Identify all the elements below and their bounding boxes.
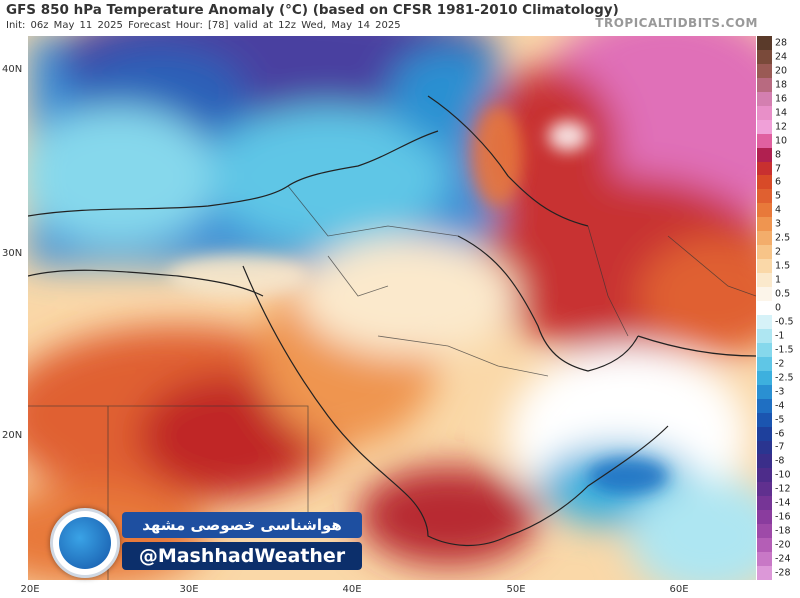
colorbar-segment [757, 342, 772, 358]
colorbar-tick-label: -20 [775, 539, 791, 551]
lon-label-50e: 50E [506, 584, 526, 595]
colorbar-tick-label: 10 [775, 135, 788, 147]
colorbar-segment [757, 370, 772, 386]
colorbar-tick-label: -1.5 [775, 344, 794, 356]
colorbar-segment [757, 482, 772, 497]
colorbar-tick-label: 18 [775, 79, 788, 91]
watermark-handle: @MashhadWeather [122, 542, 362, 570]
colorbar-segment [757, 440, 772, 455]
colorbar-segment [757, 36, 772, 51]
colorbar-segment [757, 175, 772, 190]
colorbar-tick-label: -14 [775, 497, 791, 509]
chart-subtitle: Init: 06z May 11 2025 Forecast Hour: [78… [6, 20, 401, 31]
colorbar-tick-label: -0.5 [775, 316, 794, 328]
colorbar-segment [757, 426, 772, 441]
colorbar-tick-label: 28 [775, 37, 788, 49]
colorbar [757, 36, 772, 581]
header: GFS 850 hPa Temperature Anomaly (°C) (ba… [0, 0, 800, 36]
colorbar-tick-label: 24 [775, 51, 788, 63]
colorbar-tick-label: 2.5 [775, 232, 791, 244]
colorbar-tick-label: 16 [775, 93, 788, 105]
colorbar-tick-label: 6 [775, 176, 782, 188]
colorbar-tick-label: 20 [775, 65, 788, 77]
colorbar-segment [757, 538, 772, 553]
colorbar-tick-label: 14 [775, 107, 788, 119]
colorbar-segment [757, 161, 772, 176]
colorbar-segment [757, 77, 772, 93]
lon-label-60e: 60E [669, 584, 689, 595]
colorbar-tick-label: 1.5 [775, 260, 791, 272]
colorbar-segment [757, 133, 772, 149]
colorbar-tick-label: -2 [775, 358, 785, 370]
colorbar-segment [757, 314, 772, 330]
chart-title: GFS 850 hPa Temperature Anomaly (°C) (ba… [6, 2, 619, 18]
colorbar-segment [757, 63, 772, 79]
colorbar-tick-label: -10 [775, 469, 791, 481]
anomaly-map [28, 36, 756, 580]
colorbar-segment [757, 273, 772, 288]
colorbar-tick-label: -5 [775, 414, 785, 426]
colorbar-segment [757, 566, 772, 581]
colorbar-segment [757, 259, 772, 274]
colorbar-tick-label: 2 [775, 246, 782, 258]
watermark: هواشناسی خصوصی مشهد @MashhadWeather [40, 508, 370, 580]
colorbar-tick-label: -16 [775, 511, 791, 523]
colorbar-tick-label: -8 [775, 455, 785, 467]
lat-label-40n: 40N [2, 64, 23, 75]
colorbar-segment [757, 384, 772, 400]
colorbar-tick-label: 5 [775, 190, 782, 202]
lon-label-20e: 20E [20, 584, 40, 595]
colorbar-segment [757, 398, 772, 414]
logo [50, 508, 120, 578]
colorbar-tick-label: 7 [775, 163, 782, 174]
colorbar-segment [757, 552, 772, 567]
colorbar-segment [757, 287, 772, 302]
colorbar-segment [757, 105, 772, 121]
brand-label: TROPICALTIDBITS.COM [595, 16, 758, 30]
colorbar-tick-label: -3 [775, 386, 785, 398]
colorbar-segment [757, 245, 772, 260]
lon-label-40e: 40E [342, 584, 362, 595]
weather-cloud-icon [59, 517, 111, 569]
colorbar-segment [757, 217, 772, 232]
colorbar-tick-label: -18 [775, 525, 791, 537]
lon-label-30e: 30E [179, 584, 199, 595]
colorbar-tick-label: 8 [775, 149, 782, 161]
colorbar-segment [757, 468, 772, 483]
watermark-persian-text: هواشناسی خصوصی مشهد [122, 512, 362, 538]
colorbar-tick-label: 0 [775, 302, 782, 314]
colorbar-tick-label: 12 [775, 121, 788, 133]
colorbar-tick-label: -28 [775, 567, 791, 579]
colorbar-tick-label: 4 [775, 204, 782, 216]
colorbar-segment [757, 231, 772, 246]
colorbar-segment [757, 454, 772, 469]
colorbar-segment [757, 524, 772, 539]
colorbar-segment [757, 496, 772, 511]
colorbar-tick-label: 0.5 [775, 288, 791, 300]
colorbar-tick-label: 3 [775, 218, 782, 230]
colorbar-tick-label: -24 [775, 553, 791, 565]
colorbar-tick-label: -2.5 [775, 372, 794, 384]
colorbar-tick-label: -1 [775, 330, 785, 342]
colorbar-segment [757, 189, 772, 204]
colorbar-tick-label: -4 [775, 400, 785, 412]
colorbar-segment [757, 147, 772, 163]
colorbar-segment [757, 301, 772, 316]
colorbar-tick-label: 1 [775, 274, 782, 286]
colorbar-segment [757, 203, 772, 218]
colorbar-segment [757, 91, 772, 107]
colorbar-segment [757, 510, 772, 525]
lat-label-20n: 20N [2, 430, 23, 441]
lat-label-30n: 30N [2, 248, 23, 259]
colorbar-tick-label: -12 [775, 483, 791, 495]
colorbar-segment [757, 328, 772, 344]
colorbar-segment [757, 412, 772, 428]
colorbar-segment [757, 356, 772, 372]
colorbar-tick-label: -6 [775, 428, 785, 440]
colorbar-segment [757, 119, 772, 135]
colorbar-segment [757, 49, 772, 65]
colorbar-tick-label: -7 [775, 441, 785, 453]
